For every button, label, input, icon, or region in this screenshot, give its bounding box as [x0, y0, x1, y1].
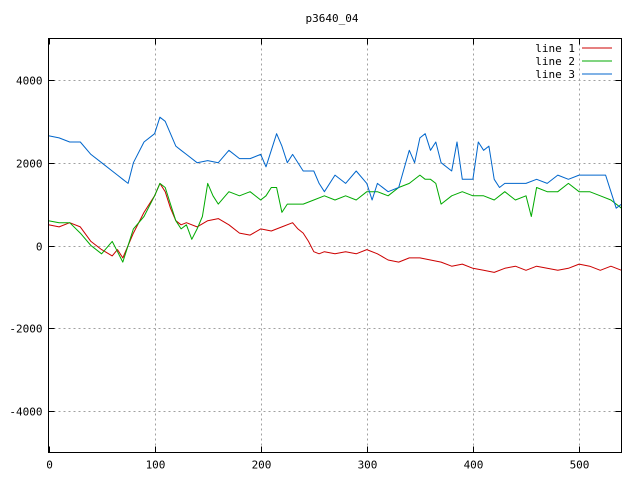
legend-label: line 2	[535, 55, 575, 68]
x-tick-label: 100	[146, 459, 166, 472]
legend-label: line 1	[535, 42, 575, 55]
x-tick-label: 0	[46, 459, 53, 472]
y-tick-label: 0	[36, 241, 43, 254]
legend-label: line 3	[535, 68, 575, 81]
plot-frame	[48, 38, 622, 453]
chart-title: p3640_04	[306, 12, 359, 25]
x-tick-label: 500	[570, 459, 590, 472]
series-line-3	[48, 116, 622, 209]
grid-lines	[48, 38, 622, 453]
series-line-1	[48, 182, 622, 273]
series-line-2	[48, 174, 622, 263]
axis-ticks: 0 100 200 300 400 500 -4000 -2000 0 2000 4000	[9, 38, 622, 472]
y-tick-label: -2000	[9, 323, 42, 336]
x-tick-label: 200	[252, 459, 272, 472]
y-tick-label: -4000	[9, 406, 42, 419]
x-tick-label: 400	[464, 459, 484, 472]
x-tick-label: 300	[358, 459, 378, 472]
y-tick-label: 4000	[16, 75, 43, 88]
series-lines	[48, 116, 622, 273]
y-tick-label: 2000	[16, 158, 43, 171]
